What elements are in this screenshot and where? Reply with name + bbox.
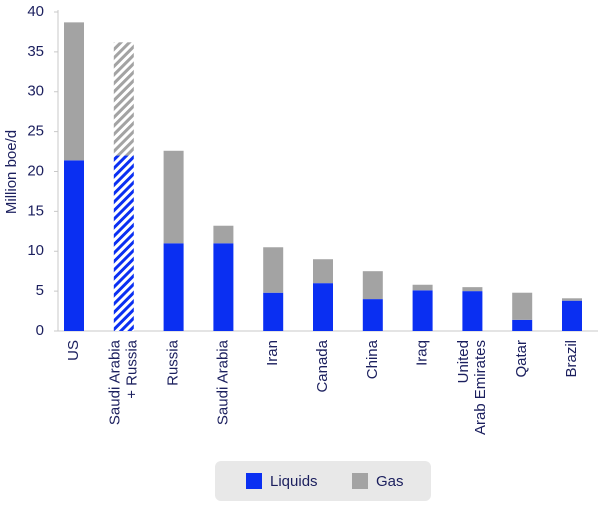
- bar-segment: [462, 291, 483, 331]
- bar-segment: [313, 259, 333, 284]
- bar-segment: [462, 287, 483, 292]
- bar-segment: [412, 284, 433, 291]
- y-tick-label: 20: [27, 162, 44, 179]
- bar-segment: [263, 247, 284, 293]
- bar-segment: [512, 319, 533, 331]
- y-tick-label: 25: [27, 123, 44, 140]
- y-tick-label: 35: [27, 43, 44, 60]
- bar-segment: [313, 283, 333, 331]
- legend-label: Gas: [376, 473, 404, 490]
- x-tick-label: Iran: [264, 340, 281, 366]
- y-tick-label: 5: [36, 282, 44, 299]
- bar-segment: [113, 42, 134, 156]
- bar-segment: [562, 298, 582, 301]
- bar-segment: [213, 225, 234, 244]
- x-tick-label: Iraq: [414, 340, 431, 366]
- x-tick-label: Saudi Arabia: [106, 339, 123, 425]
- bar-segment: [213, 243, 234, 331]
- x-tick-label: US: [65, 340, 82, 361]
- y-tick-label: 30: [27, 83, 44, 100]
- y-axis-label: Million boe/d: [3, 130, 20, 214]
- bar-segment: [113, 155, 134, 331]
- legend-swatch: [352, 473, 368, 489]
- x-tick-label: Brazil: [563, 340, 580, 378]
- x-tick-label: United: [455, 340, 472, 383]
- x-tick-label: Qatar: [513, 340, 530, 378]
- bar-segment: [412, 290, 433, 331]
- y-tick-label: 40: [27, 3, 44, 20]
- x-tick-label: China: [364, 339, 381, 379]
- y-tick-label: 0: [36, 322, 44, 339]
- bar-segment: [362, 299, 383, 331]
- x-tick-label: Russia: [165, 339, 182, 386]
- x-tick-label: Canada: [314, 339, 331, 392]
- bar-segment: [562, 300, 582, 331]
- bar-segment: [362, 271, 383, 300]
- x-tick-label: + Russia: [123, 339, 140, 398]
- bar-segment: [163, 243, 184, 331]
- y-tick-label: 15: [27, 202, 44, 219]
- legend-swatch: [246, 473, 262, 489]
- bar-segment: [64, 160, 84, 331]
- bar-segment: [512, 292, 533, 320]
- y-tick-label: 10: [27, 242, 44, 259]
- bar-segment: [163, 150, 184, 244]
- bar-segment: [263, 292, 284, 331]
- x-tick-label: Saudi Arabia: [214, 339, 231, 425]
- bar-segment: [64, 22, 84, 161]
- x-tick-label: Arab Emirates: [472, 340, 489, 435]
- legend-label: Liquids: [270, 473, 318, 490]
- legend-box: [215, 461, 431, 501]
